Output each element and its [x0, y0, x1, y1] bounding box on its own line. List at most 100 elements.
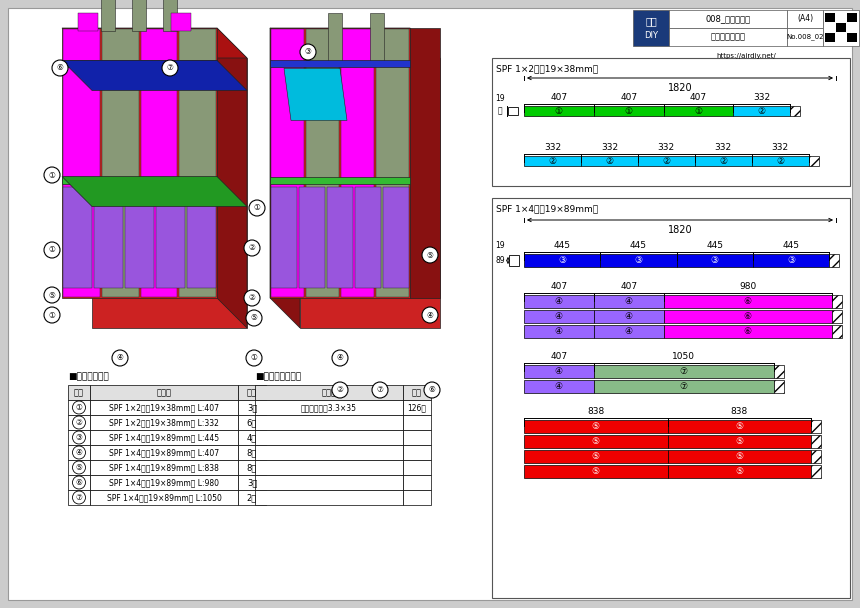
Text: No.008_02: No.008_02: [786, 33, 824, 40]
Text: 407: 407: [550, 352, 568, 361]
Bar: [825, 23, 835, 32]
Text: 数量: 数量: [247, 388, 257, 397]
Bar: [255, 490, 403, 505]
Text: ⑦: ⑦: [377, 385, 384, 395]
Bar: [633, 10, 669, 46]
Bar: [677, 254, 752, 267]
Circle shape: [246, 350, 262, 366]
Bar: [255, 400, 403, 415]
Text: スリムビス　3.3×35: スリムビス 3.3×35: [301, 403, 357, 412]
Bar: [811, 450, 821, 463]
Text: ②: ②: [662, 156, 670, 165]
Text: ③: ③: [304, 47, 311, 57]
Polygon shape: [62, 60, 247, 91]
Bar: [593, 380, 774, 393]
Bar: [734, 106, 790, 116]
Circle shape: [422, 247, 438, 263]
Bar: [593, 325, 664, 338]
Bar: [271, 187, 297, 288]
Bar: [163, 0, 177, 31]
Bar: [403, 415, 431, 430]
Text: ⑤: ⑤: [592, 467, 600, 476]
Bar: [664, 310, 832, 323]
Text: ⑤: ⑤: [592, 422, 600, 431]
Bar: [125, 187, 154, 288]
Text: 407: 407: [620, 93, 637, 102]
Bar: [509, 255, 519, 266]
Bar: [90, 460, 238, 475]
Text: ④: ④: [624, 312, 633, 321]
Bar: [829, 254, 839, 267]
Text: 332: 332: [544, 143, 561, 152]
Text: 332: 332: [601, 143, 618, 152]
Bar: [808, 156, 819, 166]
Bar: [836, 23, 846, 32]
Text: 19: 19: [495, 94, 505, 103]
Text: ①: ①: [694, 106, 703, 116]
Text: 1820: 1820: [667, 83, 692, 93]
Bar: [410, 28, 440, 298]
Text: ③: ③: [710, 256, 719, 265]
Text: ④: ④: [624, 297, 633, 306]
Text: ①: ①: [48, 170, 55, 179]
Text: (A4): (A4): [797, 15, 813, 24]
Bar: [524, 450, 667, 463]
Text: 445: 445: [706, 241, 723, 250]
Bar: [370, 13, 384, 61]
Text: 407: 407: [690, 93, 707, 102]
Bar: [593, 365, 774, 378]
Text: ⑤: ⑤: [735, 422, 744, 431]
Bar: [179, 29, 216, 297]
Circle shape: [72, 431, 85, 444]
Bar: [825, 13, 835, 22]
Bar: [271, 29, 304, 297]
Bar: [90, 415, 238, 430]
Bar: [403, 490, 431, 505]
Bar: [600, 254, 677, 267]
Bar: [255, 385, 403, 400]
Bar: [836, 13, 846, 22]
Text: ③: ③: [76, 433, 83, 442]
Bar: [238, 490, 266, 505]
Text: 3本: 3本: [247, 478, 257, 487]
Bar: [524, 254, 600, 267]
Text: 1820: 1820: [667, 225, 692, 235]
Text: 19: 19: [495, 241, 505, 250]
Bar: [752, 254, 829, 267]
Bar: [255, 415, 403, 430]
Text: SPF 1×4材（19×89mm）: SPF 1×4材（19×89mm）: [496, 204, 598, 213]
Text: ⑤: ⑤: [592, 437, 600, 446]
Text: 332: 332: [658, 143, 675, 152]
Bar: [187, 187, 216, 288]
Text: 2本: 2本: [247, 493, 257, 502]
Text: 記号: 記号: [74, 388, 84, 397]
Bar: [101, 0, 114, 31]
Bar: [403, 460, 431, 475]
Bar: [524, 156, 580, 166]
Text: ②: ②: [76, 418, 83, 427]
Bar: [774, 365, 783, 378]
Bar: [524, 325, 593, 338]
Circle shape: [332, 350, 348, 366]
Circle shape: [72, 446, 85, 459]
Text: 89: 89: [495, 256, 505, 265]
Circle shape: [44, 167, 60, 183]
Text: ⑤: ⑤: [250, 314, 257, 322]
Text: ⑦: ⑦: [167, 63, 174, 72]
Polygon shape: [284, 69, 347, 120]
Bar: [492, 198, 850, 598]
Polygon shape: [62, 176, 247, 207]
Text: ④: ④: [427, 311, 433, 319]
Bar: [667, 420, 811, 433]
Bar: [524, 435, 667, 448]
Bar: [752, 156, 808, 166]
Text: ③: ③: [787, 256, 795, 265]
Bar: [270, 176, 410, 184]
Bar: [355, 187, 381, 288]
Circle shape: [44, 242, 60, 258]
Bar: [667, 465, 811, 478]
Circle shape: [44, 287, 60, 303]
Bar: [238, 430, 266, 445]
Bar: [508, 107, 518, 115]
Circle shape: [244, 290, 260, 306]
